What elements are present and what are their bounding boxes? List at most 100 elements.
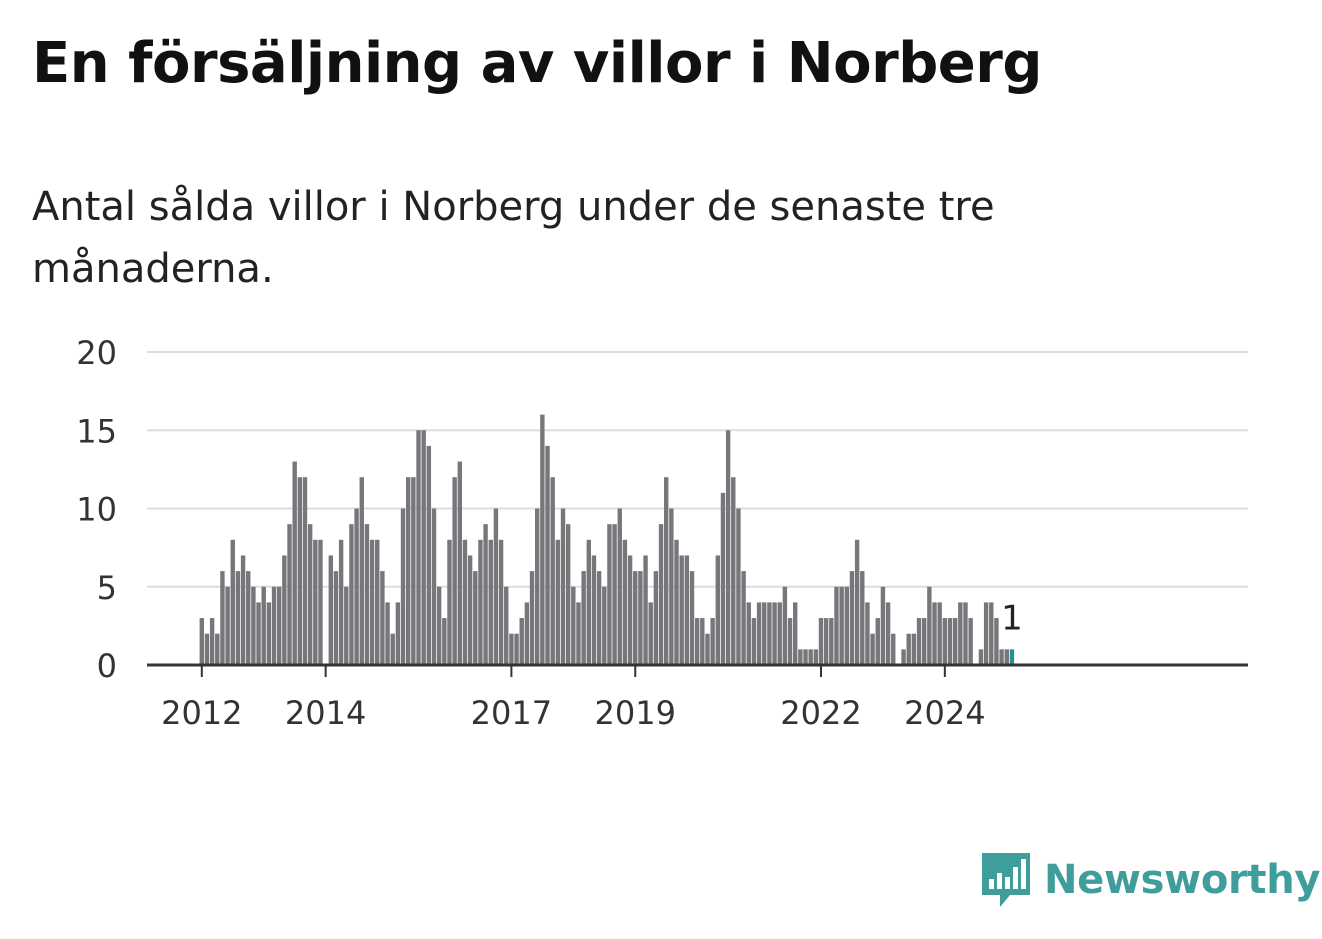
bar xyxy=(493,508,499,665)
bar xyxy=(725,430,731,665)
bar xyxy=(514,633,519,665)
x-tick-label: 2014 xyxy=(285,694,366,732)
bar xyxy=(978,649,984,665)
bar xyxy=(803,649,808,665)
bar xyxy=(411,477,416,665)
bar xyxy=(581,571,586,665)
bar xyxy=(767,602,772,665)
bar xyxy=(297,477,303,665)
bar xyxy=(927,586,932,665)
bar xyxy=(240,555,246,665)
bar xyxy=(421,430,426,665)
bar xyxy=(426,445,432,665)
bar xyxy=(891,633,896,665)
bar xyxy=(504,586,509,665)
brand-logo: Newsworthy xyxy=(980,848,1321,912)
bar xyxy=(906,633,911,665)
bar xyxy=(565,524,571,665)
bar xyxy=(658,524,664,665)
bar xyxy=(689,571,695,665)
bar xyxy=(798,649,803,665)
bar xyxy=(947,618,953,665)
bar xyxy=(854,539,860,665)
bar xyxy=(545,445,550,665)
bar xyxy=(865,602,870,665)
y-tick-label: 5 xyxy=(97,569,117,607)
bar xyxy=(684,555,690,665)
bar xyxy=(436,586,442,665)
bar xyxy=(952,618,958,665)
bar xyxy=(787,618,793,665)
bar xyxy=(612,524,617,665)
bar xyxy=(204,633,210,665)
bar xyxy=(349,524,354,665)
bar xyxy=(333,571,339,665)
bar xyxy=(535,508,540,665)
bar xyxy=(1009,649,1015,665)
bar xyxy=(983,602,989,665)
bar xyxy=(261,586,266,665)
bar xyxy=(473,571,478,665)
bar xyxy=(870,633,875,665)
bar xyxy=(375,539,380,665)
bar xyxy=(266,602,272,665)
bar xyxy=(498,539,504,665)
bar xyxy=(994,618,999,665)
bar xyxy=(932,602,937,665)
bar xyxy=(607,524,612,665)
chart-subtitle: Antal sålda villor i Norberg under de se… xyxy=(32,184,995,292)
bar xyxy=(679,555,684,665)
bar xyxy=(328,555,333,665)
bar xyxy=(452,477,457,665)
bar xyxy=(307,524,313,665)
chart-title: En försäljning av villor i Norberg xyxy=(32,31,1042,96)
bar xyxy=(942,618,948,665)
bar xyxy=(808,649,813,665)
bar xyxy=(664,477,669,665)
bar xyxy=(669,508,674,665)
bar xyxy=(674,539,679,665)
bar xyxy=(271,586,277,665)
bar xyxy=(1004,649,1009,665)
x-tick-label: 2022 xyxy=(780,694,861,732)
bar xyxy=(369,539,375,665)
x-tick-label: 2012 xyxy=(161,694,242,732)
bar xyxy=(844,586,849,665)
bar xyxy=(922,618,927,665)
bar xyxy=(586,539,591,665)
bar xyxy=(736,508,741,665)
bar xyxy=(519,618,524,665)
bar xyxy=(287,524,292,665)
bar xyxy=(823,618,829,665)
bar xyxy=(813,649,819,665)
bar xyxy=(462,539,468,665)
bar xyxy=(829,618,834,665)
bar xyxy=(741,571,746,665)
brand-name: Newsworthy xyxy=(1044,857,1321,903)
bar xyxy=(354,508,359,665)
bar xyxy=(849,571,855,665)
bar xyxy=(762,602,767,665)
bar xyxy=(550,477,555,665)
bar xyxy=(638,571,643,665)
y-tick-label: 20 xyxy=(76,334,117,372)
bar xyxy=(380,571,385,665)
bar xyxy=(617,508,622,665)
bar xyxy=(235,571,241,665)
bar xyxy=(968,618,973,665)
bar xyxy=(627,555,633,665)
bar xyxy=(756,602,762,665)
bar xyxy=(282,555,287,665)
bar xyxy=(576,602,581,665)
bar xyxy=(901,649,906,665)
bar xyxy=(643,555,648,665)
bar xyxy=(478,539,483,665)
bar xyxy=(318,539,323,665)
bar xyxy=(416,430,421,665)
bar xyxy=(818,618,824,665)
bar xyxy=(246,571,251,665)
x-tick-label: 2019 xyxy=(595,694,676,732)
bar xyxy=(602,586,607,665)
bar xyxy=(622,539,628,665)
